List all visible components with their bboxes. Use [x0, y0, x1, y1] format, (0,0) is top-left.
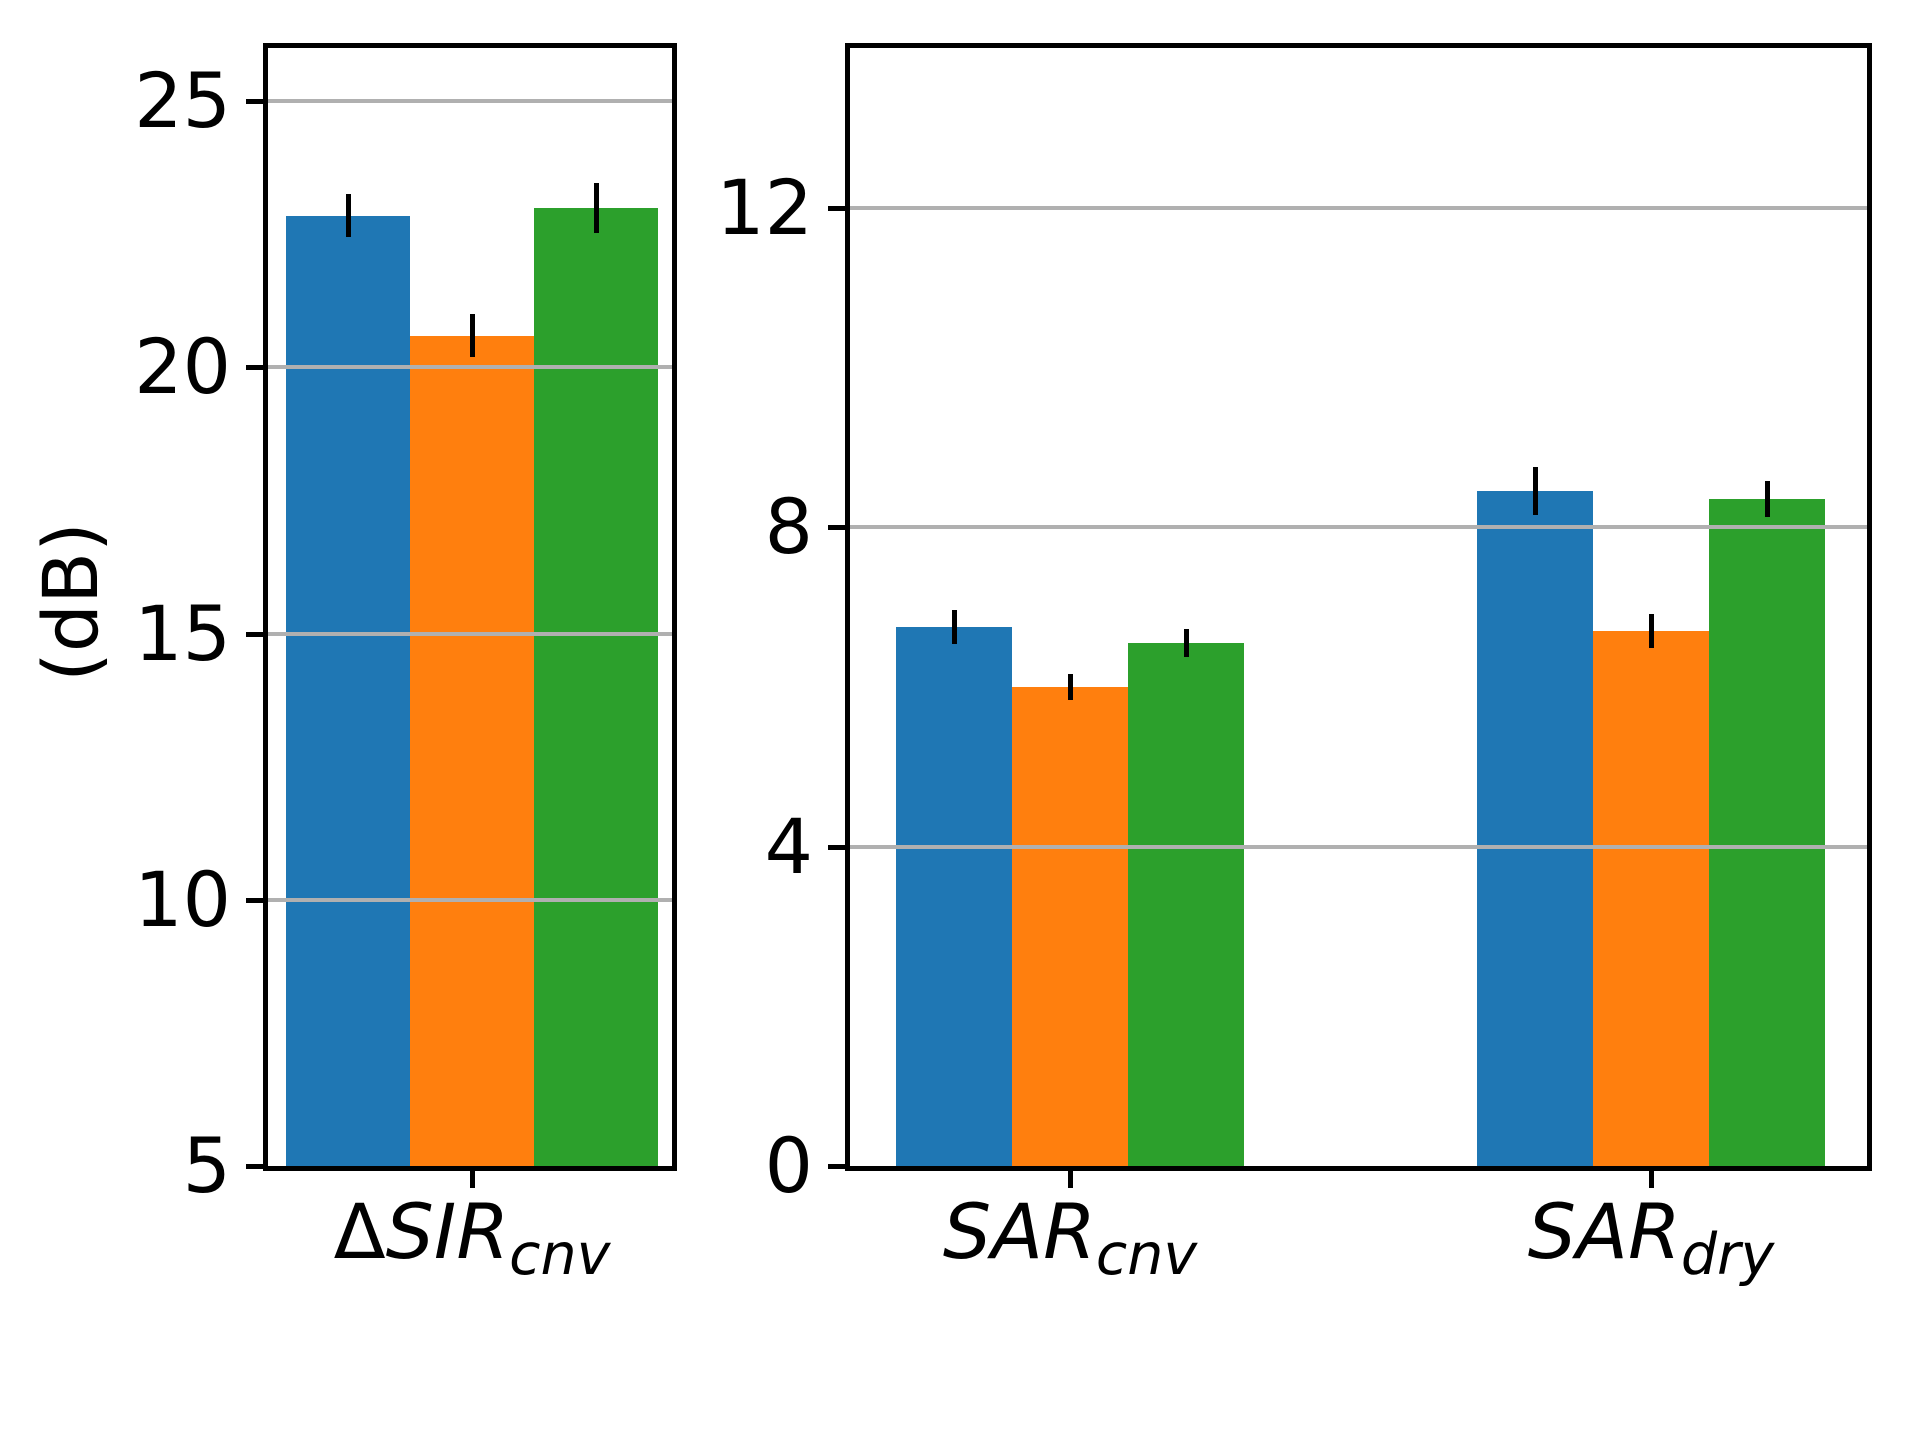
gridline-12 — [850, 205, 1867, 210]
right-subplot-axes: 12 8 4 0 SARcnv SARdry — [716, 43, 1872, 1283]
y-tick-25 — [246, 99, 263, 105]
y-tick-label-10: 10 — [134, 854, 231, 944]
x-tick-label-prefix: Δ — [333, 1187, 386, 1276]
y-tick-label-12: 12 — [716, 162, 813, 252]
bar-ΔSIR_cnv-series-3 — [534, 207, 658, 1166]
x-tick-label-SAR_cnv: SARcnv — [943, 1194, 1197, 1284]
y-tick-label-8: 8 — [764, 482, 813, 572]
bar-ΔSIR_cnv-series-2 — [410, 335, 534, 1166]
y-tick-20 — [246, 365, 263, 371]
bar-SAR_cnv-series-3 — [1128, 642, 1244, 1166]
gridline-20 — [268, 365, 672, 370]
bar-SAR_cnv-series-1 — [896, 627, 1012, 1166]
y-tick-12 — [828, 205, 845, 211]
gridline-15 — [268, 631, 672, 636]
y-tick-10 — [246, 897, 263, 903]
bar-SAR_dry-series-1 — [1477, 491, 1593, 1166]
errorbar-ΔSIR_cnv-series-3 — [594, 182, 599, 233]
y-tick-15 — [246, 631, 263, 637]
errorbar-SAR_cnv-series-2 — [1068, 674, 1073, 700]
bar-SAR_cnv-series-2 — [1012, 686, 1128, 1166]
errorbar-SAR_dry-series-3 — [1765, 480, 1770, 518]
x-tick-label-SAR_dry: SARdry — [1528, 1194, 1774, 1284]
x-tick-ΔSIR_cnv — [470, 1171, 475, 1188]
y-tick-label-25: 25 — [134, 56, 231, 146]
y-tick-label-20: 20 — [134, 322, 231, 412]
errorbar-ΔSIR_cnv-series-2 — [470, 314, 475, 357]
y-tick-5 — [246, 1164, 263, 1169]
y-tick-4 — [828, 844, 845, 850]
x-tick-label-subscript: cnv — [509, 1221, 611, 1288]
gridline-8 — [850, 525, 1867, 530]
y-tick-8 — [828, 525, 845, 531]
bar-SAR_dry-series-2 — [1593, 631, 1709, 1166]
errorbar-SAR_dry-series-2 — [1649, 614, 1654, 648]
x-tick-SAR_cnv — [1068, 1171, 1073, 1188]
bar-SAR_dry-series-3 — [1709, 499, 1825, 1166]
x-tick-label-main: SAR — [942, 1187, 1096, 1276]
y-tick-label-0: 0 — [764, 1121, 813, 1210]
errorbar-SAR_dry-series-1 — [1533, 467, 1538, 516]
y-tick-label-15: 15 — [134, 588, 231, 678]
y-tick-label-4: 4 — [764, 801, 813, 891]
x-tick-label-main: SAR — [1527, 1187, 1681, 1276]
x-tick-label-ΔSIR_cnv: ΔSIRcnv — [334, 1194, 611, 1284]
x-tick-label-subscript: dry — [1680, 1221, 1775, 1288]
gridline-10 — [268, 897, 672, 902]
y-tick-0 — [828, 1164, 845, 1169]
gridline-4 — [850, 844, 1867, 849]
y-axis-label-wrap: (dB) — [16, 43, 126, 1161]
left-subplot-axes: 25 20 15 10 5 ΔSIRcnv — [134, 43, 677, 1283]
y-axis-label: (dB) — [26, 522, 115, 682]
bar-ΔSIR_cnv-series-1 — [286, 215, 410, 1166]
errorbar-ΔSIR_cnv-series-1 — [346, 194, 351, 237]
x-tick-label-subscript: cnv — [1095, 1221, 1198, 1288]
y-tick-label-5: 5 — [182, 1121, 231, 1210]
errorbar-SAR_cnv-series-1 — [952, 610, 957, 644]
x-tick-SAR_dry — [1649, 1171, 1654, 1188]
gridline-25 — [268, 99, 672, 104]
errorbar-SAR_cnv-series-3 — [1184, 629, 1189, 657]
x-tick-label-main: SIR — [385, 1187, 510, 1276]
